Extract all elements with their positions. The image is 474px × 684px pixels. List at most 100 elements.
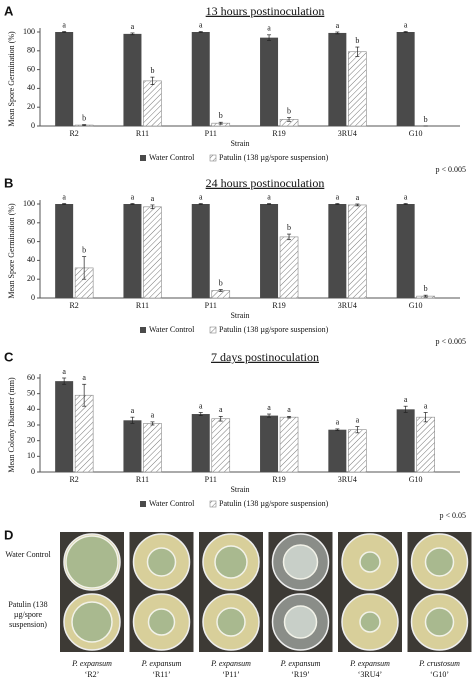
bar <box>348 429 367 473</box>
bar <box>211 418 231 473</box>
x-tick-label: 3RU4 <box>338 301 357 310</box>
bar <box>396 32 415 126</box>
bar <box>55 32 74 126</box>
row-label: Patulin (138 µg/spore suspension) <box>8 600 48 629</box>
x-tick-label: R11 <box>136 475 149 484</box>
x-axis-label: Strain <box>230 311 249 320</box>
colony <box>146 547 177 577</box>
error-bar <box>82 124 87 126</box>
significance-letter: b <box>424 284 428 293</box>
error-bar <box>198 203 203 205</box>
chart-title: 13 hours postinoculation <box>206 4 325 18</box>
legend-label: Water Control <box>149 153 195 162</box>
significance-letter: a <box>62 192 66 201</box>
y-tick-label: 80 <box>27 46 35 55</box>
bar <box>416 416 435 473</box>
strain-caption: P. expansum ‘R11’ <box>127 658 197 680</box>
bar <box>74 394 94 473</box>
y-axis-label: Mean Spore Germination (%) <box>7 203 16 299</box>
bar <box>55 381 74 472</box>
error-bar <box>150 421 155 426</box>
strain-caption: P. expansum ‘3RU4’ <box>335 658 405 680</box>
strain-caption: P. expansum ‘R19’ <box>266 658 336 680</box>
significance-letter: a <box>62 20 66 29</box>
significance-letter: a <box>404 192 408 201</box>
x-axis-label: Strain <box>230 485 249 494</box>
x-tick-label: R2 <box>69 475 78 484</box>
panel-label: C <box>4 349 14 364</box>
bar <box>396 204 415 298</box>
error-bar <box>355 203 360 207</box>
significance-letter: a <box>131 406 135 415</box>
y-tick-label: 40 <box>27 83 35 92</box>
bar <box>191 32 210 126</box>
strain-name: ‘3RU4’ <box>357 670 383 679</box>
significance-letter: a <box>267 403 271 412</box>
species: P. crustosum <box>419 659 460 668</box>
error-bar <box>403 31 408 33</box>
error-bar <box>335 428 340 431</box>
y-tick-label: 0 <box>31 467 35 476</box>
y-tick-label: 30 <box>27 420 35 429</box>
y-tick-label: 20 <box>27 274 35 283</box>
chart-title: 24 hours postinoculation <box>206 176 325 190</box>
legend-swatch <box>209 326 217 334</box>
x-tick-label: G10 <box>409 301 423 310</box>
significance-letter: a <box>219 405 223 414</box>
error-bar <box>335 31 340 35</box>
bar <box>123 33 142 126</box>
error-bar <box>218 289 223 292</box>
significance-letter: b <box>355 36 359 45</box>
y-tick-label: 60 <box>27 236 35 245</box>
bar <box>123 204 142 298</box>
error-bar <box>62 203 67 205</box>
error-bar <box>130 416 135 424</box>
error-bar <box>287 233 292 241</box>
plate-photos <box>60 532 472 652</box>
bar <box>143 206 162 299</box>
legend-swatch <box>140 501 146 507</box>
significance-letter: b <box>287 106 291 115</box>
error-bar <box>355 426 360 434</box>
y-tick-label: 0 <box>31 121 35 130</box>
x-tick-label: R2 <box>69 301 78 310</box>
y-tick-label: 20 <box>27 102 35 111</box>
significance-letter: a <box>82 373 86 382</box>
bar <box>260 37 279 126</box>
annotation: p < 0.005 <box>435 165 466 174</box>
error-bar <box>130 32 135 36</box>
strain-caption: P. expansum ‘P11’ <box>196 658 266 680</box>
y-tick-label: 40 <box>27 255 35 264</box>
significance-letter: a <box>356 193 360 202</box>
error-bar <box>150 76 155 85</box>
y-tick-label: 50 <box>27 388 35 397</box>
y-tick-label: 60 <box>27 373 35 382</box>
panel-label: A <box>4 3 14 18</box>
species: P. expansum <box>72 659 112 668</box>
significance-letter: a <box>199 401 203 410</box>
x-tick-label: G10 <box>409 475 423 484</box>
legend-label: Water Control <box>149 325 195 334</box>
significance-letter: a <box>267 192 271 201</box>
significance-letter: a <box>336 21 340 30</box>
annotation: p < 0.05 <box>439 511 466 520</box>
colony <box>65 535 119 589</box>
significance-letter: a <box>131 192 135 201</box>
panel-label: B <box>4 175 13 190</box>
y-axis-label: Mean Colony Diameter (mm) <box>7 377 16 473</box>
x-tick-label: R11 <box>136 301 149 310</box>
bar <box>348 51 367 127</box>
colony <box>424 547 455 577</box>
x-tick-label: P11 <box>205 301 217 310</box>
legend-label: Patulin (138 µg/spore suspension) <box>219 153 329 162</box>
y-tick-label: 100 <box>23 199 35 208</box>
y-tick-label: 100 <box>23 27 35 36</box>
error-bar <box>403 405 408 413</box>
significance-letter: a <box>131 22 135 31</box>
significance-letter: b <box>150 66 154 75</box>
bar <box>260 415 279 472</box>
significance-letter: b <box>219 278 223 287</box>
panel-label: D <box>4 527 13 542</box>
significance-letter: b <box>219 111 223 120</box>
significance-letter: a <box>151 194 155 203</box>
